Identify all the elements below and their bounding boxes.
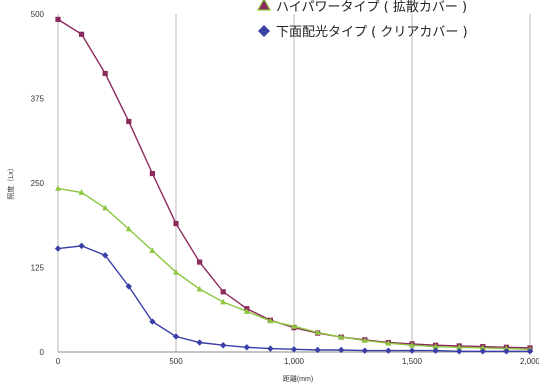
data-point — [432, 343, 439, 349]
data-point — [78, 242, 85, 250]
y-tick-label: 375 — [31, 95, 45, 104]
data-point — [196, 285, 203, 292]
y-tick-label: 500 — [31, 10, 45, 19]
data-point — [220, 289, 226, 295]
data-point — [479, 348, 486, 355]
data-point — [243, 308, 250, 314]
data-point — [408, 347, 416, 354]
data-point — [173, 269, 179, 275]
data-point — [196, 339, 203, 346]
data-point — [314, 346, 321, 354]
data-point — [267, 345, 274, 352]
data-point — [173, 220, 179, 227]
data-point — [361, 337, 368, 343]
data-point — [432, 347, 439, 354]
series-layer — [54, 16, 534, 355]
data-point — [243, 344, 250, 351]
data-point — [290, 346, 298, 353]
data-point — [220, 298, 227, 305]
legend-label: ハイパワータイプ ( 拡散カバー ) — [276, 0, 467, 15]
x-tick-label: 2,000 — [520, 357, 539, 366]
data-point — [526, 348, 534, 355]
data-point — [102, 204, 109, 211]
legend-swatch — [256, 0, 272, 11]
data-point — [149, 170, 155, 177]
data-point — [314, 329, 321, 335]
data-point — [361, 347, 368, 354]
y-tick-label: 125 — [31, 264, 45, 273]
data-point — [125, 283, 132, 290]
y-tick-label: 0 — [40, 348, 45, 357]
data-point — [479, 344, 486, 351]
data-point — [102, 70, 108, 77]
data-point — [338, 346, 345, 354]
data-point — [54, 245, 62, 252]
tick-labels: 0 500 1,000 1,500 2,000 0 125 250 375 500 — [31, 10, 539, 366]
data-point — [220, 342, 227, 349]
data-point — [102, 252, 109, 259]
data-point — [55, 185, 61, 191]
x-axis-title: 距離(mm) — [283, 374, 313, 383]
data-point — [456, 344, 463, 350]
grid-lines — [57, 14, 531, 353]
x-tick-label: 0 — [56, 357, 61, 366]
data-point — [291, 323, 297, 329]
legend-label: 下面配光タイプ ( クリアカバー ) — [276, 25, 468, 40]
y-tick-label: 250 — [31, 179, 45, 188]
y-axis-title: 照度（Lx） — [6, 164, 15, 199]
data-point — [385, 347, 392, 354]
data-point — [197, 259, 203, 265]
data-point — [79, 31, 85, 37]
data-point — [456, 348, 463, 355]
data-point — [126, 118, 132, 125]
data-point — [267, 317, 274, 324]
x-tick-label: 500 — [169, 357, 183, 366]
x-tick-label: 1,500 — [402, 357, 423, 366]
data-point — [55, 16, 61, 23]
data-point — [385, 340, 392, 346]
data-point — [338, 333, 345, 340]
data-point — [78, 189, 85, 195]
data-point — [503, 348, 510, 355]
data-point — [149, 247, 156, 253]
legend: ハイパワータイプ ( 拡散カバー ) 下面配光タイプ ( クリアカバー ) — [256, 0, 468, 40]
x-tick-label: 1,000 — [284, 357, 305, 366]
data-point — [172, 333, 180, 340]
data-point — [125, 225, 132, 232]
data-point — [149, 318, 156, 325]
data-point — [409, 342, 415, 348]
legend-swatch — [258, 25, 270, 37]
